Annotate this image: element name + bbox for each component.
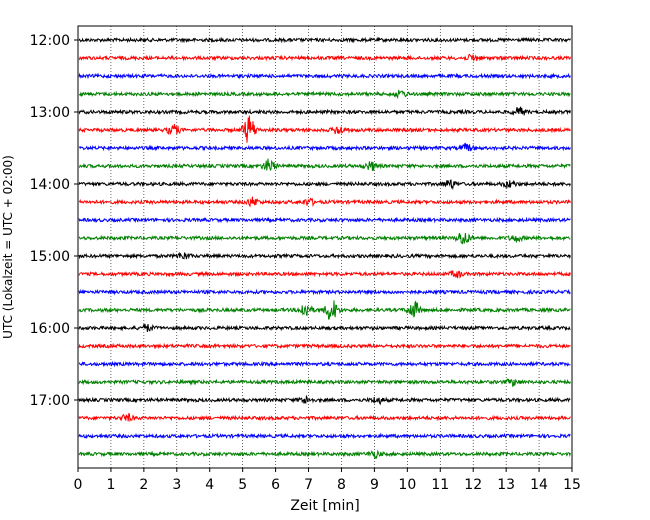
x-tick-label-1: 1 [106, 477, 115, 493]
y-tick-label-5: 17:00 [30, 393, 70, 409]
trace-1715 [78, 413, 571, 423]
x-tick-label-13: 13 [497, 477, 515, 493]
trace-1300 [78, 106, 571, 116]
x-tick-label-0: 0 [74, 477, 83, 493]
trace-1200 [78, 36, 571, 44]
y-tick-label-2: 14:00 [30, 177, 70, 193]
trace-1545 [78, 300, 571, 320]
x-axis-label: Zeit [min] [290, 498, 359, 514]
trace-1730 [78, 432, 571, 440]
x-tick-label-7: 7 [304, 477, 313, 493]
x-tick-label-6: 6 [271, 477, 280, 493]
trace-1600 [78, 322, 571, 333]
x-tick-label-2: 2 [139, 477, 148, 493]
trace-1745 [78, 449, 571, 460]
trace-1230 [78, 72, 571, 80]
x-tick-label-15: 15 [563, 477, 581, 493]
x-tick-label-14: 14 [530, 477, 548, 493]
trace-1700 [78, 394, 571, 406]
x-axis-ticks: 0 1 2 3 4 5 6 7 8 9 10 11 12 13 14 15 [74, 468, 581, 493]
y-axis-ticks: 12:00 13:00 14:00 15:00 16:00 17:00 [30, 33, 78, 409]
trace-1630 [78, 360, 571, 368]
trace-1615 [78, 342, 571, 350]
x-tick-label-12: 12 [464, 477, 482, 493]
y-tick-label-0: 12:00 [30, 33, 70, 49]
x-tick-label-10: 10 [398, 477, 416, 493]
plot-frame [77, 25, 573, 469]
y-tick-label-1: 13:00 [30, 105, 70, 121]
trace-1330 [78, 142, 571, 152]
x-tick-label-9: 9 [370, 477, 379, 493]
trace-1400 [78, 179, 571, 191]
trace-1530 [78, 288, 571, 296]
trace-1645 [78, 378, 571, 388]
y-axis-label: UTC (Lokalzeit = UTC + 02:00) [1, 155, 15, 339]
x-tick-label-11: 11 [431, 477, 449, 493]
trace-1445 [78, 232, 571, 245]
trace-1345 [78, 158, 571, 171]
trace-1215 [78, 53, 571, 62]
trace-1515 [78, 270, 571, 279]
trace-layer [78, 36, 571, 460]
y-tick-label-4: 16:00 [30, 321, 70, 337]
trace-1430 [78, 216, 571, 224]
trace-1500 [78, 251, 571, 260]
x-tick-label-8: 8 [337, 477, 346, 493]
trace-1315 [78, 115, 571, 143]
x-tick-label-4: 4 [205, 477, 214, 493]
x-tick-label-3: 3 [172, 477, 181, 493]
trace-1245 [78, 89, 571, 100]
trace-1415 [78, 196, 571, 208]
x-tick-label-5: 5 [238, 477, 247, 493]
y-tick-label-3: 15:00 [30, 249, 70, 265]
